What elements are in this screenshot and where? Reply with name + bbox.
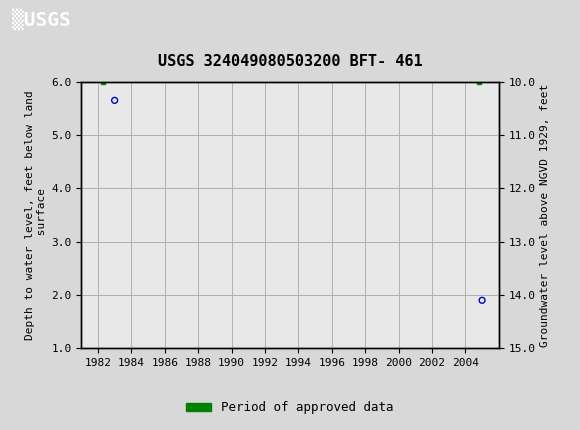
Point xyxy=(477,297,487,304)
Y-axis label: Depth to water level, feet below land
 surface: Depth to water level, feet below land su… xyxy=(26,90,47,340)
Text: ▒USGS: ▒USGS xyxy=(12,9,70,30)
Y-axis label: Groundwater level above NGVD 1929, feet: Groundwater level above NGVD 1929, feet xyxy=(539,83,550,347)
Legend: Period of approved data: Period of approved data xyxy=(181,396,399,419)
Text: USGS 324049080503200 BFT- 461: USGS 324049080503200 BFT- 461 xyxy=(158,54,422,69)
Point xyxy=(474,78,483,85)
Point xyxy=(98,78,107,85)
Point xyxy=(110,97,119,104)
